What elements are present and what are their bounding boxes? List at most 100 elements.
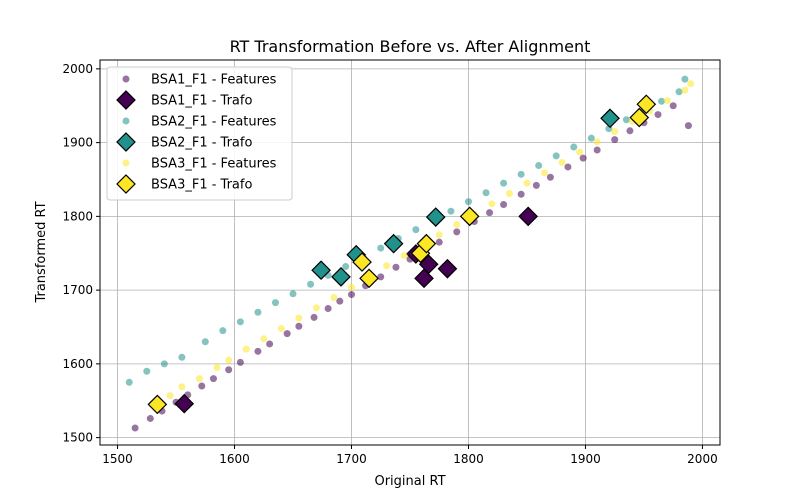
bsa1_trafo-marker	[414, 268, 434, 289]
bsa1_features-point	[453, 228, 461, 236]
bsa2_features-point	[447, 207, 455, 215]
legend-box	[106, 66, 293, 201]
bsa3_features-point	[576, 148, 584, 156]
bsa2_trafo-marker	[425, 207, 446, 227]
bsa1_features-point	[486, 209, 494, 217]
bsa1_features-point	[377, 273, 385, 281]
bsa2_features-point	[622, 116, 630, 124]
y-tick-label: 1700	[62, 283, 93, 297]
bsa3_features-point	[611, 128, 619, 136]
bsa3_features-point	[178, 383, 186, 391]
bsa1_features-point	[209, 375, 217, 383]
bsa2_features-point	[219, 327, 227, 335]
bsa1_features-point	[435, 238, 443, 246]
bsa2_features-point	[535, 161, 543, 169]
bsa2_features-point	[675, 88, 683, 96]
x-tick-label: 1900	[570, 452, 601, 466]
bsa1_trafo-marker	[518, 206, 538, 227]
bsa1_features-point	[500, 201, 508, 209]
x-tick-label: 1800	[453, 452, 484, 466]
bsa3_features-point	[348, 283, 356, 291]
y-tick-label: 1600	[62, 357, 93, 371]
bsa2_features-point	[160, 360, 168, 368]
y-tick-label: 2000	[62, 62, 93, 76]
bsa1_features-point	[392, 263, 400, 271]
legend-label: BSA1_F1 - Features	[151, 73, 277, 88]
plot-frame	[99, 59, 721, 446]
bsa2_features-point	[517, 170, 525, 178]
bsa3_features-point	[330, 293, 338, 301]
x-tick-label: 1500	[102, 452, 133, 466]
bsa1_features-point	[532, 181, 540, 189]
bsa2_features-point	[289, 290, 297, 298]
chart-title: RT Transformation Before vs. After Align…	[230, 37, 591, 56]
legend-circle-swatch	[122, 159, 130, 167]
bsa1_features-point	[348, 291, 356, 299]
bsa1_features-point	[611, 136, 619, 144]
data-marks	[125, 75, 695, 432]
bsa3_features-point	[558, 159, 566, 167]
bsa1_features-point	[198, 382, 206, 390]
legend-label: BSA3_F1 - Trafo	[151, 178, 252, 193]
bsa2_features-point	[658, 97, 666, 105]
bsa2_features-point	[307, 280, 315, 288]
bsa2_features-point	[464, 198, 472, 206]
bsa3_trafo-marker	[416, 233, 437, 254]
legend-label: BSA2_F1 - Trafo	[151, 136, 252, 151]
bsa3_trafo-marker	[147, 394, 168, 415]
bsa3_features-point	[242, 345, 250, 353]
x-tick-label: 2000	[687, 452, 718, 466]
bsa3_trafo-marker	[629, 107, 650, 128]
bsa1_features-point	[336, 297, 344, 305]
bsa3_features-point	[663, 97, 671, 105]
bsa3_features-point	[166, 392, 174, 400]
bsa2_trafo-marker	[600, 108, 620, 129]
bsa3_trafo-marker	[352, 252, 372, 272]
bsa3_features-point	[312, 304, 320, 312]
bsa2_features-point	[377, 244, 385, 252]
bsa3_features-point	[383, 262, 391, 270]
bsa1_trafo-marker	[418, 254, 439, 275]
legend-label: BSA2_F1 - Features	[151, 115, 277, 130]
bsa3_features-point	[488, 200, 496, 208]
legend-circle-swatch	[122, 75, 130, 83]
bsa2_features-point	[178, 353, 186, 361]
bsa2_features-point	[587, 134, 595, 142]
bsa3_features-point	[195, 375, 203, 383]
bsa3_features-point	[541, 169, 549, 177]
legend-label: BSA3_F1 - Features	[151, 157, 277, 172]
bsa1_features-point	[266, 340, 274, 348]
bsa1_features-point	[654, 111, 662, 119]
bsa2_features-point	[552, 152, 560, 160]
bsa2_features-point	[271, 299, 279, 307]
bsa1_features-point	[669, 102, 677, 110]
legend-diamond-swatch	[116, 90, 136, 110]
bsa1_features-point	[146, 414, 154, 422]
bsa3_features-point	[435, 231, 443, 239]
bsa3_features-point	[225, 356, 233, 364]
bsa1_features-point	[517, 190, 525, 198]
bsa2_features-point	[482, 189, 490, 197]
y-tick-label: 1500	[62, 431, 93, 445]
bsa3_features-point	[523, 179, 531, 187]
legend-diamond-swatch	[116, 132, 136, 152]
bsa1_features-point	[324, 305, 332, 313]
x-tick-label: 1700	[336, 452, 367, 466]
bsa1_features-point	[295, 322, 303, 330]
bsa3_features-point	[213, 364, 221, 372]
bsa3_trafo-marker	[359, 268, 379, 289]
bsa1_features-point	[579, 154, 587, 162]
bsa1_features-point	[236, 358, 244, 366]
legend-diamond-swatch	[116, 174, 136, 194]
bsa1_features-point	[131, 424, 139, 432]
bsa1_features-point	[225, 366, 233, 374]
bsa2_features-point	[125, 378, 133, 386]
bsa2_features-point	[570, 143, 578, 151]
bsa1_features-point	[254, 347, 262, 355]
x-tick-label: 1600	[219, 452, 250, 466]
bsa2_features-point	[254, 308, 262, 316]
bsa1_trafo-marker	[174, 393, 195, 414]
bsa3_features-point	[681, 86, 689, 94]
bsa3_trafo-marker	[636, 94, 657, 115]
